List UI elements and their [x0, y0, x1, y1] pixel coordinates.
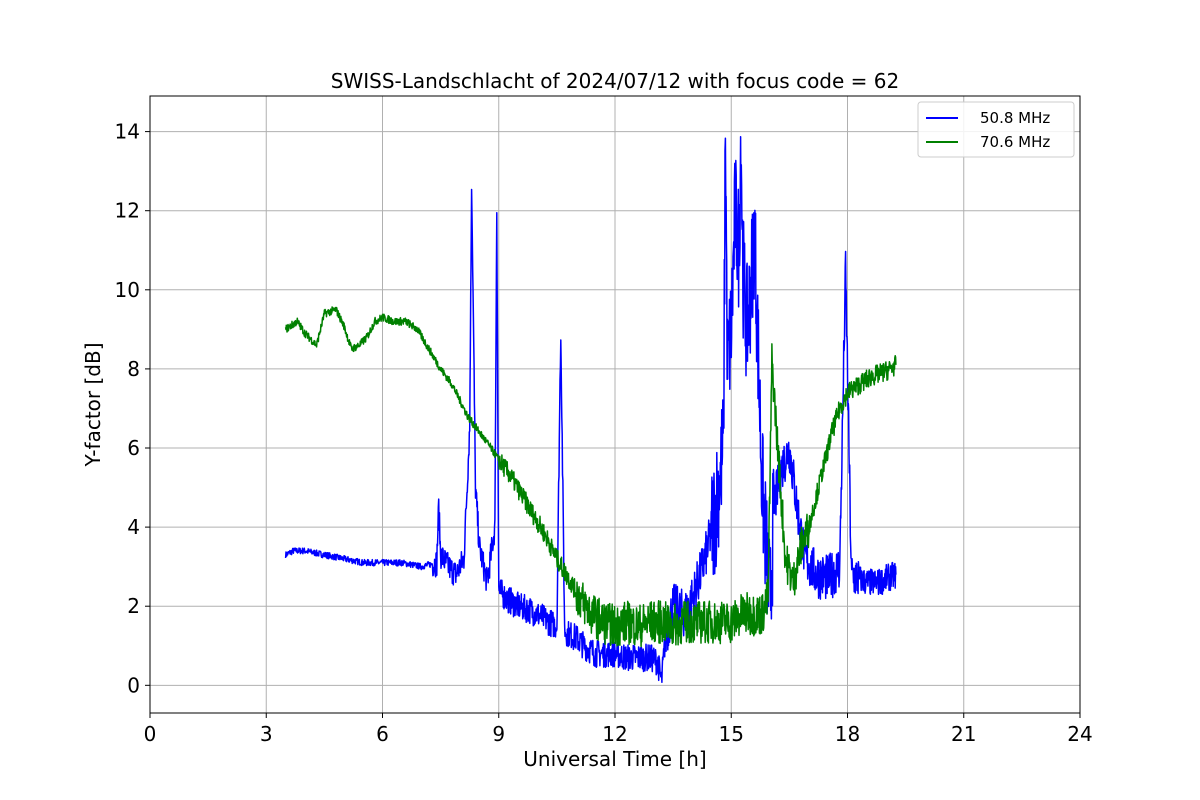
legend-box — [917, 101, 1075, 158]
x-tick-label: 0 — [144, 722, 157, 746]
x-tick-label: 21 — [951, 722, 976, 746]
series-lines — [284, 135, 897, 684]
legend: 50.8 MHz 70.6 MHz — [917, 101, 1075, 158]
y-tick-label: 10 — [115, 278, 140, 302]
x-tick-label: 12 — [602, 722, 627, 746]
y-tick-label: 4 — [127, 515, 140, 539]
y-tick-label: 6 — [127, 436, 140, 460]
y-tick-label: 12 — [115, 199, 140, 223]
y-axis-label: Y-factor [dB] — [81, 342, 105, 467]
x-tick-label: 3 — [260, 722, 273, 746]
x-axis-label: Universal Time [h] — [523, 747, 706, 771]
series-line-green — [284, 306, 897, 648]
legend-entry-label: 70.6 MHz — [980, 133, 1050, 151]
y-tick-label: 2 — [127, 594, 140, 618]
chart-title: SWISS-Landschlacht of 2024/07/12 with fo… — [331, 69, 899, 93]
x-tick-label: 24 — [1067, 722, 1092, 746]
y-tick-label: 8 — [127, 357, 140, 381]
legend-entry-label: 50.8 MHz — [980, 109, 1050, 127]
x-tick-label: 15 — [719, 722, 744, 746]
x-tick-label: 6 — [376, 722, 389, 746]
x-tick-label: 18 — [835, 722, 860, 746]
series-line-blue — [284, 135, 897, 684]
y-tick-label: 14 — [115, 120, 140, 144]
y-tick-label: 0 — [127, 673, 140, 697]
x-tick-label: 9 — [492, 722, 505, 746]
